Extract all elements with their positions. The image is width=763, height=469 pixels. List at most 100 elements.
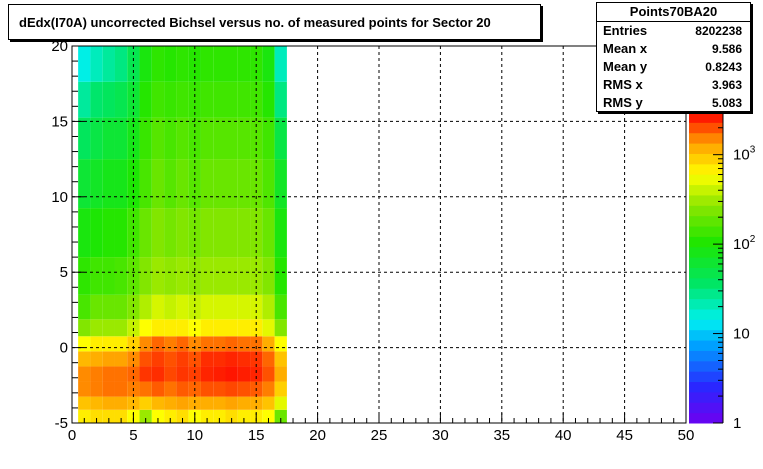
heatmap-cell [114,257,128,295]
colorbar-band [689,298,723,310]
stats-row-entries: Entries 8202238 [597,22,750,40]
heatmap-cell [200,381,214,397]
heatmap-cell [262,159,275,209]
heatmap-cell [151,396,165,410]
heatmap-cell [176,257,189,295]
heatmap-cell [114,336,128,352]
heatmap-cell [200,336,214,352]
colorbar-band [689,122,723,134]
heatmap-cell [262,396,275,410]
heatmap-cell [114,159,128,209]
heatmap-cell [139,409,152,423]
heatmap-cell [102,81,115,118]
heatmap-cell [90,396,103,410]
stats-value: 9.586 [711,42,742,56]
heatmap-cell [250,159,263,209]
heatmap-cell [151,117,165,160]
heatmap-cell [78,396,91,410]
heatmap-cell [127,336,140,352]
colorbar-band [689,257,723,268]
heatmap-cell [139,294,152,320]
stats-value: 0.8243 [705,60,742,74]
plot-title: dEdx(I70A) uncorrected Bichsel versus no… [19,15,491,30]
heatmap-cell [237,366,251,382]
heatmap-cell [139,46,152,82]
heatmap-cell [78,409,91,423]
heatmap-cell [200,396,214,410]
colorbar-band [689,236,723,248]
heatmap-cell [237,319,251,337]
heatmap-cell [151,294,165,320]
heatmap-cell [274,117,287,160]
heatmap-cell [274,159,287,209]
heatmap-cell [188,396,201,410]
colorbar-band [689,288,723,300]
heatmap-cell [213,159,226,209]
heatmap-cell [237,117,251,160]
y-tick-label: 0 [60,340,68,357]
heatmap-cell [200,351,214,367]
heatmap-cell [90,366,103,382]
colorbar-band [689,153,723,165]
heatmap-cell [200,117,214,160]
heatmap-cell [250,46,263,82]
heatmap-cell [250,366,263,382]
heatmap-cell [164,208,177,258]
heatmap-cell [200,366,214,382]
heatmap-cell [200,81,214,118]
colorbar-band [689,112,723,123]
colorbar-band [689,215,723,227]
heatmap-cell [164,319,177,337]
heatmap-cell [274,319,287,337]
stats-row-rms-y: RMS y 5.083 [597,94,750,112]
colorbar-band [689,205,723,217]
colorbar-band [689,340,723,351]
heatmap-cell [213,117,226,160]
heatmap-cell [200,257,214,295]
heatmap-cell [139,396,152,410]
heatmap-cell [262,81,275,118]
heatmap-cell [262,319,275,337]
stats-label: Mean y [603,59,648,74]
heatmap-cell [225,208,238,258]
heatmap-cell [225,381,238,397]
plot-title-box: dEdx(I70A) uncorrected Bichsel versus no… [8,4,541,40]
heatmap-cell [114,208,128,258]
heatmap-cell [78,117,91,160]
heatmap-cell [78,208,91,258]
heatmap-cell [237,396,251,410]
x-tick-label: 10 [186,427,203,444]
heatmap-cell [274,366,287,382]
heatmap-cell [90,257,103,295]
heatmap-cell [127,46,140,82]
heatmap-cell [237,336,251,352]
heatmap-cell [78,336,91,352]
heatmap-cell [225,409,238,423]
heatmap-cell [151,381,165,397]
heatmap-cell [262,208,275,258]
heatmap-cell [90,319,103,337]
heatmap-cell [102,381,115,397]
heatmap-cell [164,294,177,320]
colorbar-band [689,402,723,414]
heatmap-cell [151,257,165,295]
heatmap-cell [188,81,201,118]
heatmap-cell [78,319,91,337]
colorbar-band [689,412,723,424]
heatmap-cell [176,208,189,258]
stats-label: RMS y [603,95,643,110]
heatmap-cell [262,381,275,397]
colorbar-band [689,319,723,331]
stats-label: RMS x [603,77,643,92]
heatmap-cell [188,366,201,382]
heatmap-cell [176,396,189,410]
heatmap-cell [176,366,189,382]
heatmap-cell [176,46,189,82]
heatmap-cell [139,208,152,258]
colorbar-band [689,308,723,320]
x-tick-label: 35 [493,427,510,444]
heatmap-cell [78,257,91,295]
heatmap-cell [78,46,91,82]
heatmap-cell [188,294,201,320]
stats-row-mean-y: Mean y 0.8243 [597,58,750,76]
